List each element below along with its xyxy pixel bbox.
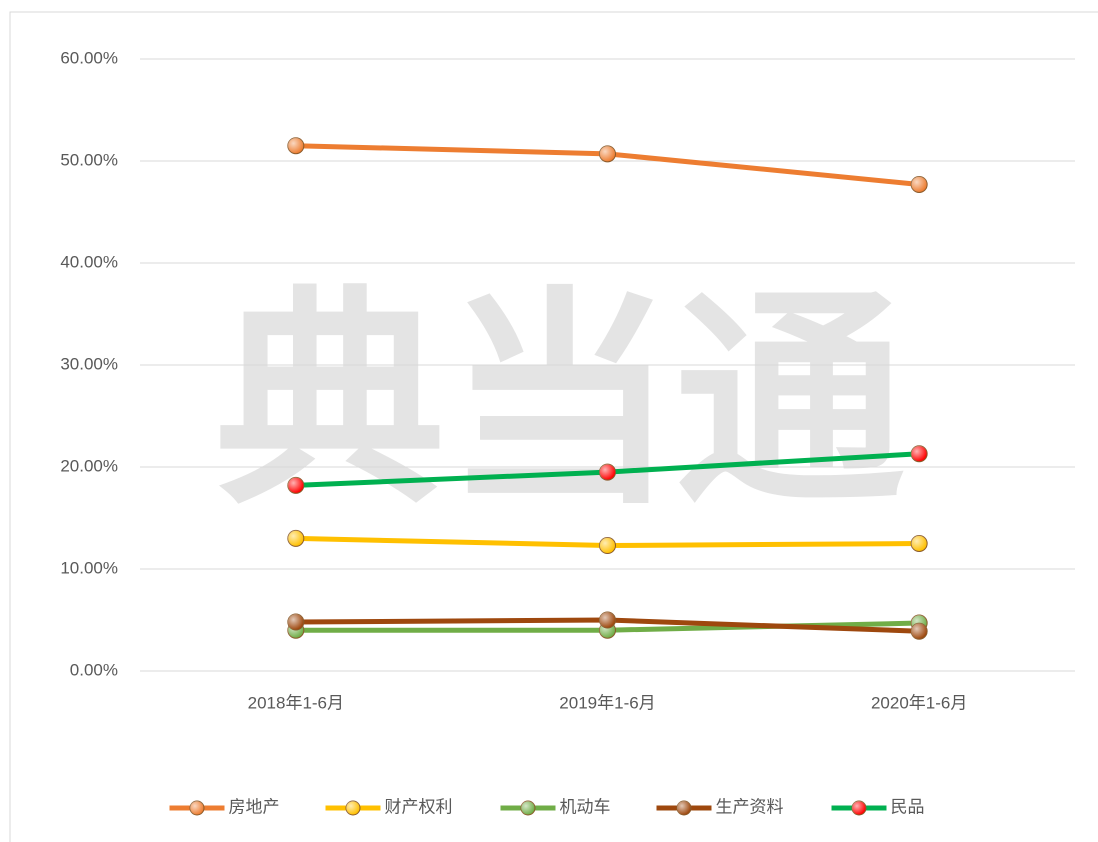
y-tick-label: 60.00%	[60, 48, 118, 67]
legend-label: 财产权利	[385, 797, 453, 816]
marker-shine	[911, 623, 928, 640]
legend-marker-shine	[190, 801, 204, 815]
marker-shine	[599, 612, 616, 628]
x-tick-label: 2019年1-6月	[559, 693, 655, 712]
legend-marker-shine	[346, 801, 360, 815]
marker-shine	[287, 137, 304, 154]
watermark: 典当通	[215, 273, 905, 530]
marker-shine	[911, 445, 928, 462]
y-tick-label: 30.00%	[60, 354, 118, 373]
marker-shine	[911, 535, 928, 552]
marker-shine	[287, 614, 304, 631]
marker-shine	[287, 477, 304, 494]
marker-shine	[599, 537, 616, 554]
marker-shine	[911, 176, 928, 193]
x-tick-label: 2018年1-6月	[248, 693, 344, 712]
marker-shine	[599, 464, 616, 481]
y-tick-label: 20.00%	[60, 456, 118, 475]
legend-marker-shine	[852, 801, 866, 815]
legend-marker-shine	[521, 801, 535, 815]
y-tick-label: 40.00%	[60, 252, 118, 271]
legend-label: 生产资料	[716, 797, 784, 816]
x-tick-label: 2020年1-6月	[871, 693, 967, 712]
chart-border	[9, 11, 1098, 842]
y-tick-label: 10.00%	[60, 558, 118, 577]
marker-shine	[287, 530, 304, 547]
legend-marker-shine	[677, 801, 691, 815]
legend-label: 房地产	[229, 797, 280, 816]
y-tick-label: 0.00%	[70, 660, 118, 679]
legend-label: 机动车	[560, 797, 611, 816]
marker-shine	[599, 145, 616, 162]
y-tick-label: 50.00%	[60, 150, 118, 169]
legend-label: 民品	[891, 797, 925, 816]
